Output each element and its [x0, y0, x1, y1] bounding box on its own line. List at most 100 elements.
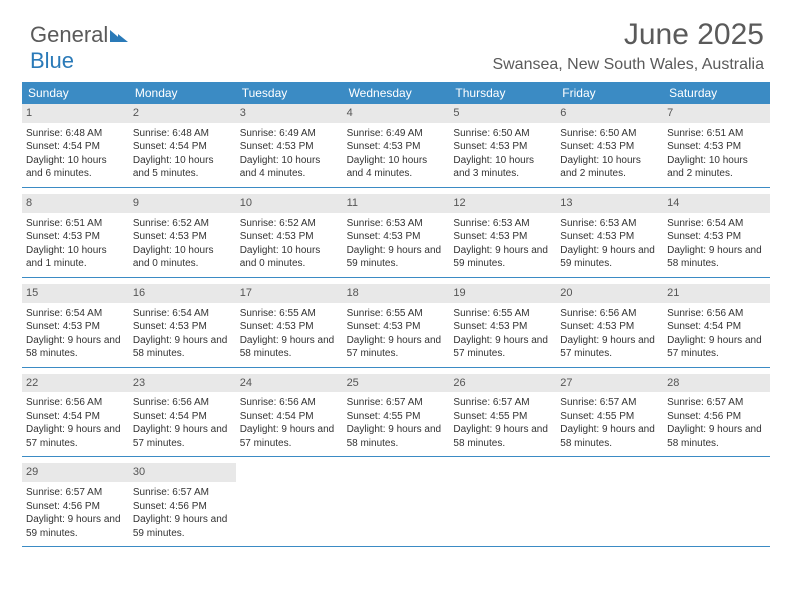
calendar-day: 3Sunrise: 6:49 AMSunset: 4:53 PMDaylight… [236, 104, 343, 187]
calendar-week: 8Sunrise: 6:51 AMSunset: 4:53 PMDaylight… [22, 194, 770, 278]
weekday-header: Wednesday [343, 82, 450, 104]
sunset-line: Sunset: 4:53 PM [26, 320, 125, 334]
calendar-day: 2Sunrise: 6:48 AMSunset: 4:54 PMDaylight… [129, 104, 236, 187]
day-number: 7 [663, 104, 770, 123]
day-number: 3 [236, 104, 343, 123]
sunset-line: Sunset: 4:53 PM [347, 140, 446, 154]
sunset-line: Sunset: 4:54 PM [667, 320, 766, 334]
weekday-header: Tuesday [236, 82, 343, 104]
sunset-line: Sunset: 4:56 PM [133, 500, 232, 514]
calendar-day: 13Sunrise: 6:53 AMSunset: 4:53 PMDayligh… [556, 194, 663, 277]
sunrise-line: Sunrise: 6:49 AM [347, 127, 446, 141]
calendar-day: 12Sunrise: 6:53 AMSunset: 4:53 PMDayligh… [449, 194, 556, 277]
day-number: 27 [556, 374, 663, 393]
sunrise-line: Sunrise: 6:53 AM [347, 217, 446, 231]
day-number: 1 [22, 104, 129, 123]
sunset-line: Sunset: 4:55 PM [560, 410, 659, 424]
daylight-line: Daylight: 9 hours and 58 minutes. [667, 423, 766, 450]
daylight-line: Daylight: 10 hours and 0 minutes. [240, 244, 339, 271]
calendar-week: 15Sunrise: 6:54 AMSunset: 4:53 PMDayligh… [22, 284, 770, 368]
sunrise-line: Sunrise: 6:57 AM [26, 486, 125, 500]
calendar-day [236, 463, 343, 546]
daylight-line: Daylight: 9 hours and 58 minutes. [347, 423, 446, 450]
sunset-line: Sunset: 4:54 PM [26, 140, 125, 154]
calendar-day: 20Sunrise: 6:56 AMSunset: 4:53 PMDayligh… [556, 284, 663, 367]
calendar-day: 10Sunrise: 6:52 AMSunset: 4:53 PMDayligh… [236, 194, 343, 277]
sunrise-line: Sunrise: 6:57 AM [560, 396, 659, 410]
calendar-week: 1Sunrise: 6:48 AMSunset: 4:54 PMDaylight… [22, 104, 770, 188]
calendar-day: 11 Sunrise: 6:53 AMSunset: 4:53 PMDayligh… [343, 194, 450, 277]
sunset-line: Sunset: 4:53 PM [560, 140, 659, 154]
daylight-line: Daylight: 9 hours and 59 minutes. [347, 244, 446, 271]
daylight-line: Daylight: 9 hours and 59 minutes. [26, 513, 125, 540]
sunrise-line: Sunrise: 6:50 AM [453, 127, 552, 141]
sunset-line: Sunset: 4:53 PM [133, 320, 232, 334]
daylight-line: Daylight: 9 hours and 57 minutes. [347, 334, 446, 361]
day-number: 25 [343, 374, 450, 393]
day-number: 6 [556, 104, 663, 123]
day-number: 11 [343, 194, 450, 213]
day-number: 22 [22, 374, 129, 393]
sunset-line: Sunset: 4:54 PM [133, 410, 232, 424]
calendar-week: 22Sunrise: 6:56 AMSunset: 4:54 PMDayligh… [22, 374, 770, 458]
daylight-line: Daylight: 10 hours and 6 minutes. [26, 154, 125, 181]
sunrise-line: Sunrise: 6:56 AM [240, 396, 339, 410]
location-subtitle: Swansea, New South Wales, Australia [492, 56, 764, 74]
brand-part1: General [30, 22, 108, 47]
brand-part2: Blue [30, 48, 74, 73]
sunset-line: Sunset: 4:54 PM [240, 410, 339, 424]
day-number: 10 [236, 194, 343, 213]
calendar-day: 1Sunrise: 6:48 AMSunset: 4:54 PMDaylight… [22, 104, 129, 187]
day-number: 19 [449, 284, 556, 303]
calendar-day: 27 Sunrise: 6:57 AMSunset: 4:55 PMDayligh… [556, 374, 663, 457]
daylight-line: Daylight: 9 hours and 58 minutes. [560, 423, 659, 450]
calendar-day [343, 463, 450, 546]
day-number: 26 [449, 374, 556, 393]
calendar-day: 7Sunrise: 6:51 AMSunset: 4:53 PMDaylight… [663, 104, 770, 187]
day-number: 28 [663, 374, 770, 393]
weekday-header: Friday [556, 82, 663, 104]
calendar-day: 8Sunrise: 6:51 AMSunset: 4:53 PMDaylight… [22, 194, 129, 277]
sunrise-line: Sunrise: 6:53 AM [560, 217, 659, 231]
daylight-line: Daylight: 9 hours and 57 minutes. [26, 423, 125, 450]
calendar-day: 28Sunrise: 6:57 AMSunset: 4:56 PMDayligh… [663, 374, 770, 457]
sunset-line: Sunset: 4:53 PM [667, 230, 766, 244]
calendar-day: 18Sunrise: 6:55 AMSunset: 4:53 PMDayligh… [343, 284, 450, 367]
calendar-day: 26Sunrise: 6:57 AMSunset: 4:55 PMDayligh… [449, 374, 556, 457]
sunset-line: Sunset: 4:53 PM [453, 230, 552, 244]
sunset-line: Sunset: 4:53 PM [347, 230, 446, 244]
daylight-line: Daylight: 9 hours and 59 minutes. [453, 244, 552, 271]
calendar-day: 29Sunrise: 6:57 AMSunset: 4:56 PMDayligh… [22, 463, 129, 546]
calendar-day: 25Sunrise: 6:57 AMSunset: 4:55 PMDayligh… [343, 374, 450, 457]
daylight-line: Daylight: 9 hours and 57 minutes. [667, 334, 766, 361]
day-number: 2 [129, 104, 236, 123]
sunset-line: Sunset: 4:56 PM [26, 500, 125, 514]
day-number: 5 [449, 104, 556, 123]
sunrise-line: Sunrise: 6:54 AM [667, 217, 766, 231]
sunrise-line: Sunrise: 6:51 AM [667, 127, 766, 141]
day-number: 24 [236, 374, 343, 393]
sunset-line: Sunset: 4:53 PM [347, 320, 446, 334]
sunrise-line: Sunrise: 6:56 AM [560, 307, 659, 321]
calendar-day: 9Sunrise: 6:52 AMSunset: 4:53 PMDaylight… [129, 194, 236, 277]
calendar-day: 4Sunrise: 6:49 AMSunset: 4:53 PMDaylight… [343, 104, 450, 187]
sunrise-line: Sunrise: 6:57 AM [667, 396, 766, 410]
daylight-line: Daylight: 10 hours and 1 minute. [26, 244, 125, 271]
calendar-day: 23Sunrise: 6:56 AMSunset: 4:54 PMDayligh… [129, 374, 236, 457]
sunset-line: Sunset: 4:53 PM [667, 140, 766, 154]
calendar-day: 16Sunrise: 6:54 AMSunset: 4:53 PMDayligh… [129, 284, 236, 367]
sunset-line: Sunset: 4:53 PM [453, 320, 552, 334]
daylight-line: Daylight: 9 hours and 58 minutes. [26, 334, 125, 361]
daylight-line: Daylight: 10 hours and 0 minutes. [133, 244, 232, 271]
day-number: 30 [129, 463, 236, 482]
calendar-weeks: 1Sunrise: 6:48 AMSunset: 4:54 PMDaylight… [22, 104, 770, 547]
day-number: 8 [22, 194, 129, 213]
calendar-day: 6Sunrise: 6:50 AMSunset: 4:53 PMDaylight… [556, 104, 663, 187]
sunrise-line: Sunrise: 6:56 AM [133, 396, 232, 410]
daylight-line: Daylight: 9 hours and 57 minutes. [560, 334, 659, 361]
calendar-day: 14Sunrise: 6:54 AMSunset: 4:53 PMDayligh… [663, 194, 770, 277]
daylight-line: Daylight: 9 hours and 57 minutes. [133, 423, 232, 450]
sunrise-line: Sunrise: 6:57 AM [453, 396, 552, 410]
daylight-line: Daylight: 9 hours and 58 minutes. [133, 334, 232, 361]
daylight-line: Daylight: 9 hours and 59 minutes. [560, 244, 659, 271]
